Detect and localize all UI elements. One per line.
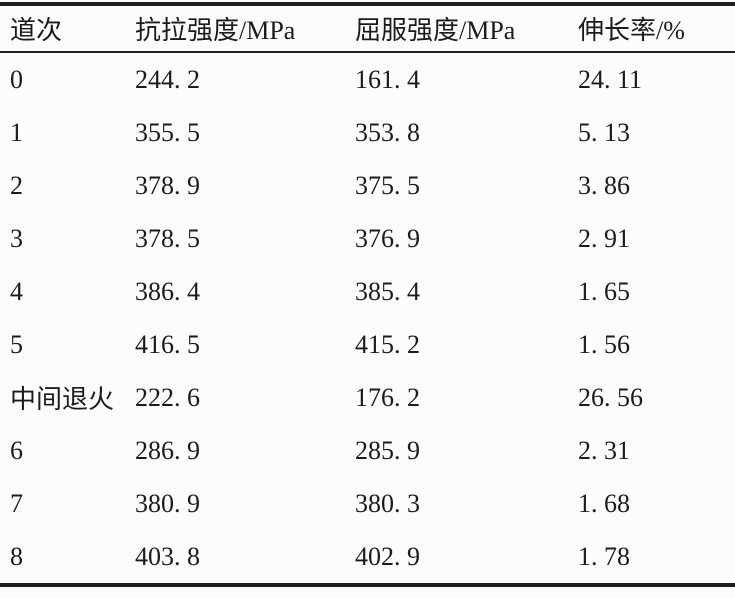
table-body: 0 244. 2 161. 4 24. 11 1 355. 5 353. 8 5. 13 2 37…	[0, 52, 735, 585]
cell-tensile-strength: 386. 4	[135, 276, 200, 306]
table-row: 4 386. 4 385. 4 1. 65	[0, 265, 735, 318]
table-header: 道次 抗拉强度/MPa 屈服强度/MPa 伸长率/%	[0, 4, 735, 53]
cell-yield-strength: 353. 8	[355, 117, 420, 147]
header-yield-strength: 屈服强度/MPa	[355, 4, 578, 53]
cell-pass-number: 1	[10, 117, 23, 147]
table-row: 7 380. 9 380. 3 1. 68	[0, 477, 735, 530]
cell-elongation: 24. 11	[578, 64, 643, 94]
cell-pass-number: 7	[10, 488, 23, 518]
cell-pass-number: 0	[10, 64, 23, 94]
cell-yield-strength: 415. 2	[355, 329, 420, 359]
cell-elongation: 5. 13	[578, 117, 630, 147]
cell-elongation: 2. 91	[578, 223, 630, 253]
cell-elongation: 3. 86	[578, 170, 630, 200]
cell-tensile-strength: 378. 9	[135, 170, 200, 200]
cell-pass-number: 6	[10, 435, 23, 465]
cell-elongation: 1. 68	[578, 488, 630, 518]
cell-tensile-strength: 222. 6	[135, 382, 200, 412]
cell-yield-strength: 402. 9	[355, 541, 420, 571]
table-row: 3 378. 5 376. 9 2. 91	[0, 212, 735, 265]
cell-elongation: 26. 56	[578, 382, 643, 412]
header-row: 道次 抗拉强度/MPa 屈服强度/MPa 伸长率/%	[0, 4, 735, 53]
cell-pass-number: 5	[10, 329, 23, 359]
cell-elongation: 1. 78	[578, 541, 630, 571]
cell-tensile-strength: 416. 5	[135, 329, 200, 359]
cell-pass-number: 中间退火	[10, 385, 115, 414]
cell-elongation: 1. 56	[578, 329, 630, 359]
header-elongation: 伸长率/%	[578, 4, 735, 53]
cell-tensile-strength: 403. 8	[135, 541, 200, 571]
cell-pass-number: 8	[10, 541, 23, 571]
cell-tensile-strength: 378. 5	[135, 223, 200, 253]
cell-tensile-strength: 286. 9	[135, 435, 200, 465]
table-row: 1 355. 5 353. 8 5. 13	[0, 106, 735, 159]
cell-yield-strength: 376. 9	[355, 223, 420, 253]
cell-yield-strength: 161. 4	[355, 64, 420, 94]
cell-yield-strength: 380. 3	[355, 488, 420, 518]
cell-elongation: 2. 31	[578, 435, 630, 465]
cell-yield-strength: 176. 2	[355, 382, 420, 412]
table-row: 5 416. 5 415. 2 1. 56	[0, 318, 735, 371]
table-row: 2 378. 9 375. 5 3. 86	[0, 159, 735, 212]
cell-tensile-strength: 380. 9	[135, 488, 200, 518]
header-pass-number: 道次	[0, 4, 135, 53]
cell-yield-strength: 375. 5	[355, 170, 420, 200]
mechanical-properties-table: 道次 抗拉强度/MPa 屈服强度/MPa 伸长率/% 0 244. 2 161. 4…	[0, 2, 735, 587]
cell-pass-number: 4	[10, 276, 23, 306]
cell-tensile-strength: 355. 5	[135, 117, 200, 147]
cell-yield-strength: 385. 4	[355, 276, 420, 306]
table-row: 8 403. 8 402. 9 1. 78	[0, 530, 735, 585]
header-tensile-strength: 抗拉强度/MPa	[135, 4, 355, 53]
cell-yield-strength: 285. 9	[355, 435, 420, 465]
cell-pass-number: 2	[10, 170, 23, 200]
table-row: 0 244. 2 161. 4 24. 11	[0, 52, 735, 106]
cell-tensile-strength: 244. 2	[135, 64, 200, 94]
cell-elongation: 1. 65	[578, 276, 630, 306]
table-row: 中间退火 222. 6 176. 2 26. 56	[0, 371, 735, 424]
cell-pass-number: 3	[10, 223, 23, 253]
table-row: 6 286. 9 285. 9 2. 31	[0, 424, 735, 477]
